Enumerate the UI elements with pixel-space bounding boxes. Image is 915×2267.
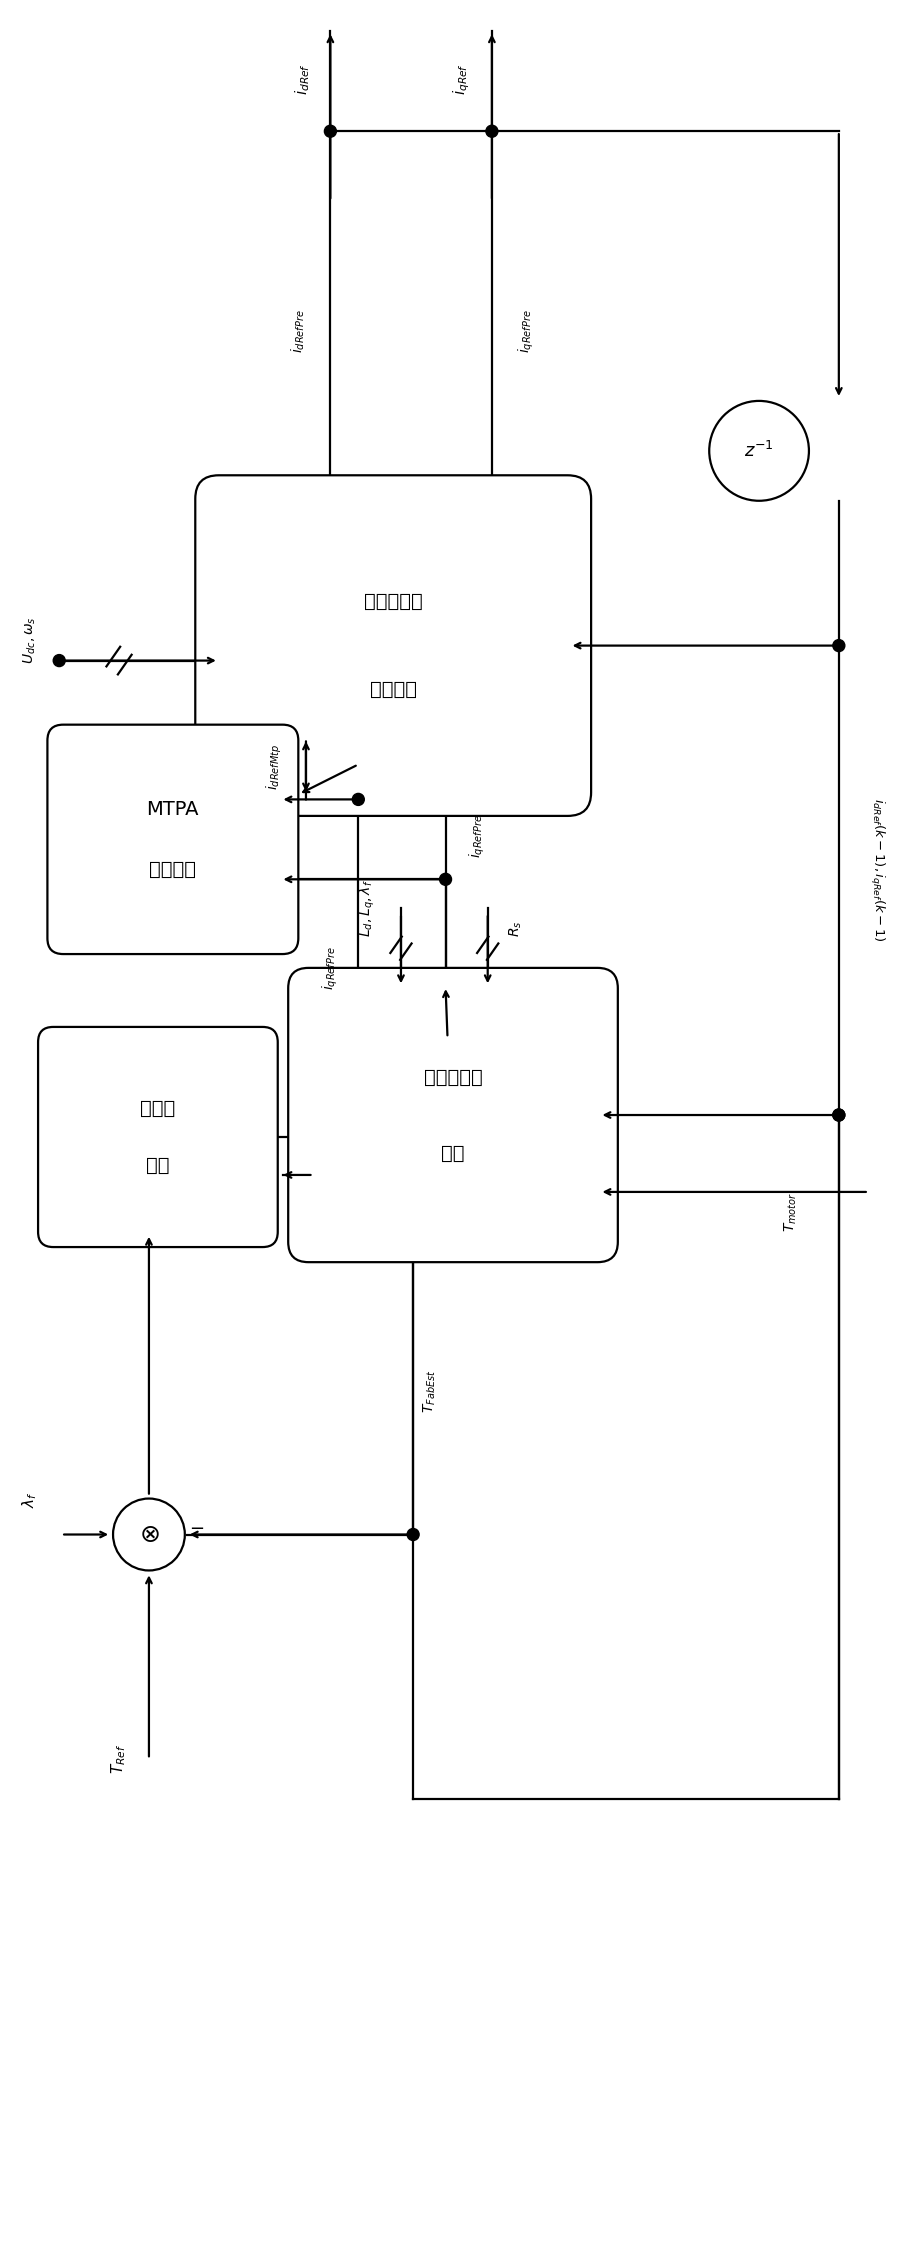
Text: $U_{dc}, \omega_s$: $U_{dc}, \omega_s$: [21, 617, 38, 664]
Text: 切换单元: 切换单元: [370, 680, 416, 698]
FancyBboxPatch shape: [38, 1027, 278, 1247]
Text: 制器: 制器: [146, 1156, 169, 1174]
Ellipse shape: [53, 655, 65, 666]
Text: 求解单元: 求解单元: [149, 859, 197, 880]
Text: $T_{motor}$: $T_{motor}$: [783, 1192, 799, 1231]
Ellipse shape: [352, 793, 364, 805]
Text: $L_d, L_q, \lambda_f$: $L_d, L_q, \lambda_f$: [358, 880, 377, 936]
Text: $R_s$: $R_s$: [508, 920, 523, 936]
Text: $i_{dRefMtp}$: $i_{dRefMtp}$: [264, 744, 284, 789]
Text: $\lambda_f$: $\lambda_f$: [20, 1492, 38, 1508]
Text: $z^{-1}$: $z^{-1}$: [744, 440, 774, 460]
FancyBboxPatch shape: [48, 725, 298, 954]
Ellipse shape: [325, 125, 337, 138]
FancyBboxPatch shape: [288, 968, 618, 1263]
Text: 转矩控: 转矩控: [140, 1099, 176, 1118]
Text: $i_{dRef}(k-1), i_{qRef}(k-1)$: $i_{dRef}(k-1), i_{qRef}(k-1)$: [867, 798, 886, 943]
Text: $\otimes$: $\otimes$: [138, 1523, 159, 1546]
Text: $i_{qRefPre}$: $i_{qRefPre}$: [321, 945, 340, 991]
Text: $i_{qRefPre}$: $i_{qRefPre}$: [517, 308, 536, 354]
Text: $i_{qRefPre}$: $i_{qRefPre}$: [468, 814, 487, 857]
Ellipse shape: [113, 1498, 185, 1571]
Ellipse shape: [486, 125, 498, 138]
Text: 弱磁工作点: 弱磁工作点: [364, 592, 423, 612]
Text: $i_{dRefPre}$: $i_{dRefPre}$: [290, 308, 307, 354]
Ellipse shape: [709, 401, 809, 501]
Text: MTPA: MTPA: [146, 800, 199, 818]
FancyBboxPatch shape: [195, 476, 591, 816]
Text: $T_{Ref}$: $T_{Ref}$: [110, 1743, 128, 1775]
Text: 伪模型反馈: 伪模型反馈: [424, 1068, 482, 1086]
Ellipse shape: [833, 1109, 845, 1120]
Text: 系统: 系统: [441, 1143, 465, 1163]
Ellipse shape: [439, 873, 451, 886]
Text: $i_{dRef}$: $i_{dRef}$: [293, 63, 312, 95]
Text: $i_{qRef}$: $i_{qRef}$: [452, 63, 472, 95]
Ellipse shape: [407, 1528, 419, 1542]
Text: $-$: $-$: [189, 1517, 204, 1535]
Ellipse shape: [833, 639, 845, 651]
Text: $T_{FabEst}$: $T_{FabEst}$: [422, 1369, 438, 1412]
Ellipse shape: [833, 1109, 845, 1120]
